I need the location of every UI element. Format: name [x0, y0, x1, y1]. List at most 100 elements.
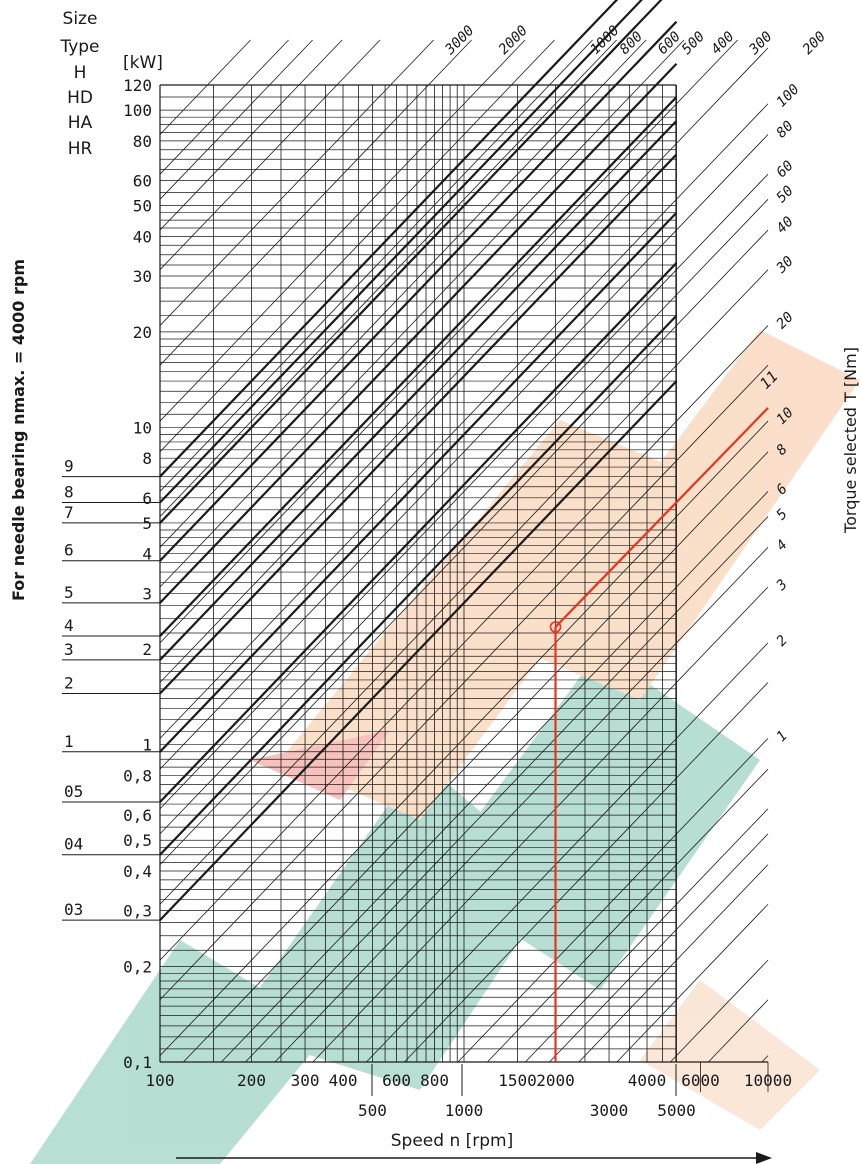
header-label: HD	[67, 88, 93, 108]
size-line-05	[159, 262, 678, 803]
y-tick-label: 3	[142, 584, 152, 603]
header-label: H	[74, 63, 87, 83]
torque-label-top: 500	[679, 29, 708, 58]
x-axis-label: Speed n [rpm]	[391, 1131, 513, 1151]
size-label: 04	[64, 835, 83, 854]
x-tick-label: 600	[382, 1071, 411, 1090]
torque-line	[159, 364, 769, 1001]
torque-label-top: 200	[800, 29, 829, 58]
torque-line	[159, 39, 289, 175]
size-line-7	[159, 0, 663, 524]
y-tick-label: 4	[142, 545, 152, 564]
torque-line	[159, 39, 313, 200]
torque-label-right: 50	[774, 183, 797, 206]
torque-line	[312, 586, 769, 1063]
x-tick-label: 800	[420, 1071, 449, 1090]
y-tick-label: 6	[142, 489, 152, 508]
size-label: 05	[64, 782, 83, 801]
x-tick-label: 100	[146, 1071, 175, 1090]
y-tick-label: 0,4	[123, 862, 152, 881]
size-line-2	[159, 153, 678, 695]
y-tick-label: 0,6	[123, 806, 152, 825]
torque-line	[159, 39, 685, 588]
torque-line	[159, 39, 526, 422]
torque-line	[366, 642, 769, 1063]
torque-line	[487, 768, 769, 1063]
torque-line	[159, 39, 472, 366]
torque-line	[159, 39, 593, 492]
torque-line	[159, 39, 555, 453]
size-label: 4	[64, 616, 74, 635]
size-label: 9	[64, 457, 74, 476]
torque-line	[159, 134, 769, 770]
torque-label-right: 100	[774, 81, 803, 110]
torque-line	[670, 959, 769, 1063]
torque-line	[616, 903, 769, 1063]
y-tick-label: 80	[133, 132, 152, 151]
torque-line	[159, 39, 434, 326]
y-tick-label: 100	[123, 101, 152, 120]
x-tick-label: 500	[358, 1101, 387, 1120]
x-tick-label: 1000	[445, 1101, 484, 1120]
torque-line	[761, 1055, 769, 1063]
torque-line	[183, 451, 769, 1063]
torque-line	[708, 999, 769, 1063]
size-label: 7	[64, 503, 74, 522]
torque-label-right: 5	[774, 506, 791, 523]
torque-line	[245, 516, 769, 1063]
example-operating-point	[549, 621, 562, 633]
torque-label-right: 4	[774, 537, 791, 554]
torque-line	[159, 269, 769, 905]
size-line-03	[159, 380, 678, 921]
y-tick-label: 50	[133, 197, 152, 216]
y-axis-unit-label: [kW]	[123, 53, 163, 73]
grid-minor-lines	[159, 84, 677, 1063]
torque-line	[457, 738, 769, 1063]
torque-line	[159, 420, 769, 1056]
y-tick-label: 0,3	[123, 902, 152, 921]
size-line-1	[159, 211, 678, 753]
header-label: HR	[68, 139, 93, 159]
x-tick-label: 6000	[681, 1071, 720, 1090]
x-tick-label: 1500	[498, 1071, 537, 1090]
watermark	[30, 330, 860, 1164]
size-label: 6	[64, 541, 74, 560]
size-label: 3	[64, 640, 74, 659]
torque-line	[525, 808, 769, 1063]
torque-label-top: 400	[708, 29, 737, 58]
torque-label-right: 80	[774, 118, 797, 141]
size-line-5	[159, 62, 678, 604]
size-label: 1	[64, 732, 74, 751]
y-tick-label: 120	[123, 76, 152, 95]
torque-label-right: 2	[774, 632, 791, 649]
y-tick-label: 1	[142, 736, 152, 755]
x-tick-label: 5000	[657, 1101, 696, 1120]
y-tick-label: 0,5	[123, 831, 152, 850]
size-label: 2	[64, 674, 74, 693]
header-label: Size	[63, 9, 98, 29]
size-line-8	[159, 0, 643, 504]
y-tick-label: 60	[133, 172, 152, 191]
x-tick-label: 4000	[628, 1071, 667, 1090]
torque-line	[159, 39, 343, 231]
y-tick-label: 2	[142, 640, 152, 659]
torque-diagonal-lines	[159, 39, 769, 1063]
x-tick-label: 3000	[590, 1101, 629, 1120]
y-tick-label: 5	[142, 514, 152, 533]
torque-line	[549, 833, 769, 1063]
x-tick-label: 400	[329, 1071, 358, 1090]
torque-line	[159, 47, 769, 683]
torque-line	[159, 39, 617, 517]
torque-label-right: 40	[774, 214, 797, 237]
x-tick-label: 200	[237, 1071, 266, 1090]
size-line-04	[159, 314, 678, 856]
size-label: 5	[64, 583, 74, 602]
torque-line	[159, 173, 769, 810]
size-line-3	[159, 120, 678, 661]
x-axis-arrow-head	[756, 1152, 772, 1164]
torque-label-top: 300	[746, 29, 776, 59]
torque-line	[159, 39, 647, 548]
side-label: For needle bearing nmax. = 4000 rpm	[9, 259, 28, 601]
size-label: 03	[64, 900, 83, 919]
